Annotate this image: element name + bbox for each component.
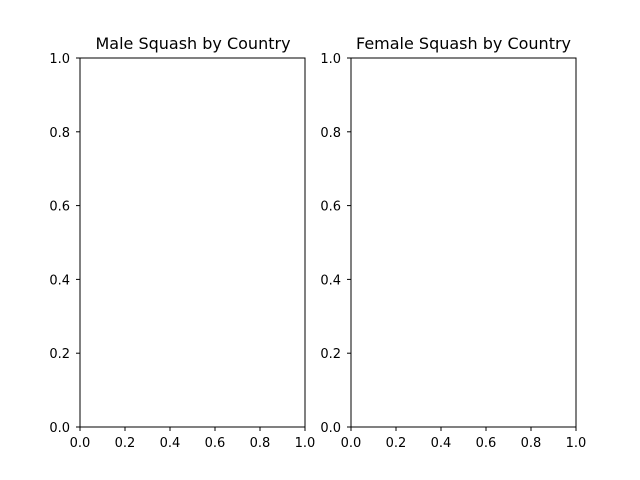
male-squash-x-tick-label: 0.8 xyxy=(250,436,271,451)
male-squash-x-tick-label: 0.0 xyxy=(70,436,91,451)
female-squash-y-tick-label: 0.0 xyxy=(320,421,341,436)
female-squash-y-tick-label: 0.2 xyxy=(320,347,341,362)
female-squash-x-tick-label: 0.2 xyxy=(386,436,407,451)
male-squash-y-tick-label: 0.2 xyxy=(49,347,70,362)
male-squash-title: Male Squash by Country xyxy=(95,34,290,53)
male-squash-y-tick-label: 0.0 xyxy=(49,421,70,436)
male-squash-x-tick-label: 0.2 xyxy=(115,436,136,451)
female-squash-x-tick-label: 0.8 xyxy=(521,436,542,451)
male-squash-x-tick-label: 0.4 xyxy=(160,436,181,451)
male-squash-axes: Male Squash by Country 0.0 0.2 0.4 0.6 0.8 1.… xyxy=(49,34,315,451)
female-squash-x-tick-label: 0.6 xyxy=(476,436,497,451)
female-squash-axes: Female Squash by Country 0.0 0.2 0.4 0.6 0.8… xyxy=(320,34,586,451)
male-squash-x-tick-label: 0.6 xyxy=(205,436,226,451)
male-squash-y-tick-label: 0.8 xyxy=(49,126,70,141)
female-squash-y-tick-label: 0.4 xyxy=(320,273,341,288)
female-squash-y-tick-label: 1.0 xyxy=(320,52,341,67)
female-squash-y-tick-label: 0.8 xyxy=(320,126,341,141)
male-squash-y-tick-label: 0.6 xyxy=(49,200,70,215)
male-squash-y-tick-label: 0.4 xyxy=(49,273,70,288)
female-squash-title: Female Squash by Country xyxy=(356,34,571,53)
female-squash-plot-frame xyxy=(350,57,577,428)
male-squash-plot-frame xyxy=(79,57,306,428)
female-squash-x-tick-label: 0.4 xyxy=(431,436,452,451)
female-squash-x-tick-label: 0.0 xyxy=(341,436,362,451)
male-squash-x-tick-label: 1.0 xyxy=(295,436,316,451)
female-squash-y-tick-label: 0.6 xyxy=(320,200,341,215)
male-squash-y-tick-label: 1.0 xyxy=(49,52,70,67)
female-squash-x-tick-label: 1.0 xyxy=(566,436,587,451)
